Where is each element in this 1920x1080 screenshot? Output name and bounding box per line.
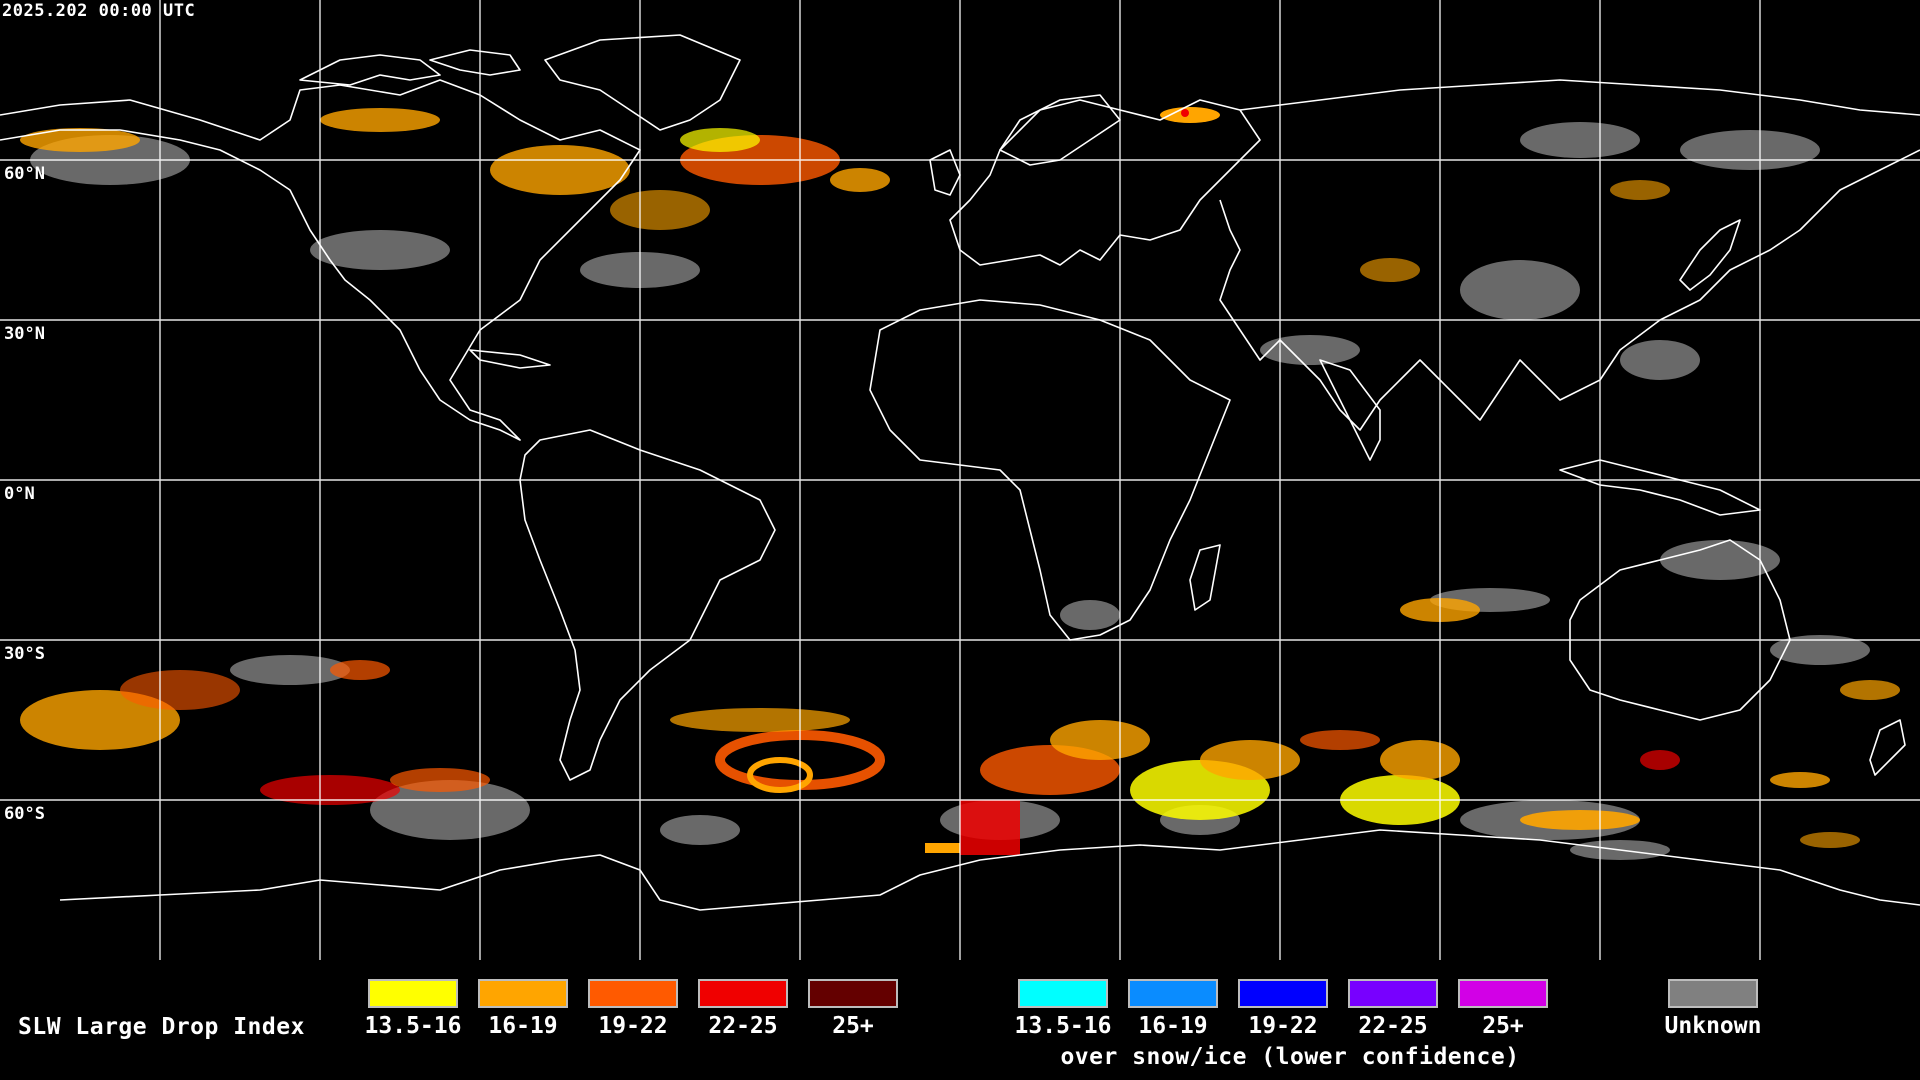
south-america-coast: [519, 429, 776, 781]
asia-coast: [1219, 79, 1920, 431]
greenland-coast: [544, 34, 741, 131]
lat-label-0n: 0°N: [4, 484, 35, 504]
scandinavia-coast: [999, 94, 1121, 166]
legend-swatch-snow-25-plus: [1458, 979, 1548, 1008]
lat-label-30n: 30°N: [4, 324, 45, 344]
legend-label-13-16: 13.5-16: [364, 1013, 462, 1039]
slw-map: [0, 0, 1920, 960]
legend-label-snow-25-plus: 25+: [1482, 1013, 1524, 1039]
lat-label-60n: 60°N: [4, 164, 45, 184]
legend-label-22-25: 22-25: [708, 1013, 778, 1039]
india-coast: [1319, 359, 1381, 461]
legend-swatch-snow-13-16: [1018, 979, 1108, 1008]
legend-label-unknown: Unknown: [1664, 1013, 1762, 1039]
graticule: [0, 0, 1920, 960]
cuba: [469, 349, 551, 369]
legend-label-16-19: 16-19: [488, 1013, 558, 1039]
legend-title: SLW Large Drop Index: [18, 1014, 305, 1040]
legend-swatch-22-25: [698, 979, 788, 1008]
slw-index-areas: [20, 107, 1900, 855]
legend-swatch-snow-19-22: [1238, 979, 1328, 1008]
legend-label-snow-19-22: 19-22: [1248, 1013, 1318, 1039]
new-zealand-coast: [1869, 719, 1906, 776]
legend-swatch-19-22: [588, 979, 678, 1008]
legend-swatch-16-19: [478, 979, 568, 1008]
legend-swatch-unknown: [1668, 979, 1758, 1008]
southeast-asia-islands: [1559, 459, 1761, 516]
australia-coast: [1569, 539, 1791, 721]
legend-swatch-snow-16-19: [1128, 979, 1218, 1008]
lat-label-30s: 30°S: [4, 644, 45, 664]
lat-label-60s: 60°S: [4, 804, 45, 824]
legend-swatch-25-plus: [808, 979, 898, 1008]
legend-label-25-plus: 25+: [832, 1013, 874, 1039]
legend-label-snow-16-19: 16-19: [1138, 1013, 1208, 1039]
north-america-coast: [0, 79, 641, 441]
legend-label-snow-13-16: 13.5-16: [1014, 1013, 1112, 1039]
legend-swatch-13-16: [368, 979, 458, 1008]
arctic-islands: [299, 54, 441, 86]
timestamp: 2025.202 00:00 UTC: [2, 1, 196, 21]
japan-coast: [1679, 219, 1741, 291]
uk-coast: [929, 149, 961, 196]
snow-ice-caption: over snow/ice (lower confidence): [1060, 1044, 1520, 1070]
antarctica-coast: [59, 829, 1920, 911]
legend-panel: [0, 960, 1920, 1080]
africa-coast: [869, 299, 1231, 641]
legend-label-19-22: 19-22: [598, 1013, 668, 1039]
arctic-islands-2: [429, 49, 521, 76]
coastlines: [0, 34, 1920, 911]
legend-swatch-snow-22-25: [1348, 979, 1438, 1008]
madagascar-coast: [1189, 544, 1221, 611]
legend-label-snow-22-25: 22-25: [1358, 1013, 1428, 1039]
